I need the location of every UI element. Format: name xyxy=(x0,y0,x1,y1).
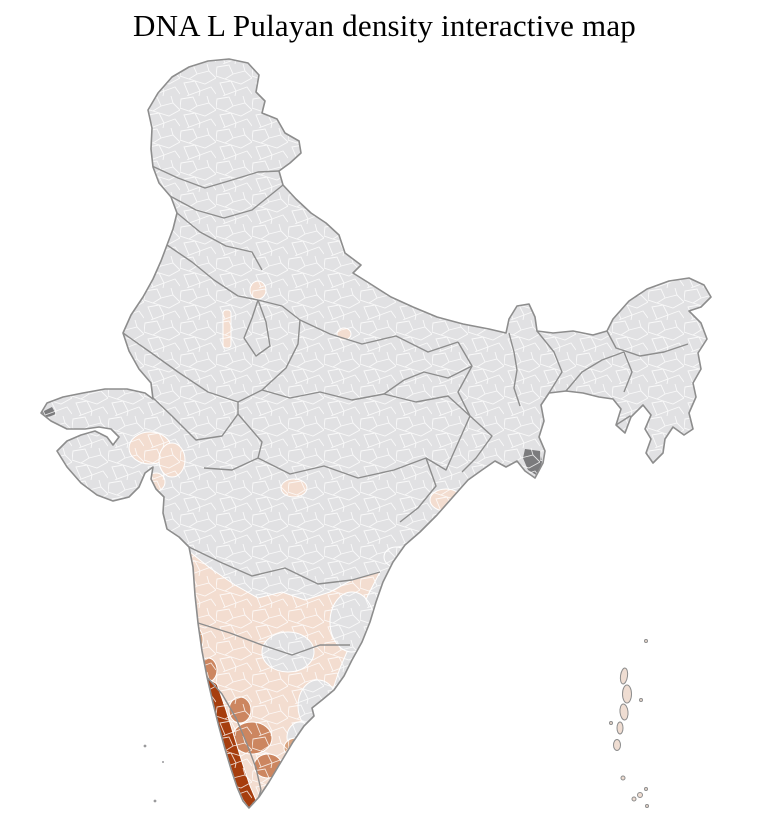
island[interactable] xyxy=(637,792,643,798)
state-borders xyxy=(122,165,689,803)
island[interactable] xyxy=(644,787,648,791)
island[interactable] xyxy=(609,721,613,725)
island[interactable] xyxy=(645,804,649,808)
island[interactable] xyxy=(616,721,624,735)
island[interactable] xyxy=(619,667,629,685)
island[interactable] xyxy=(631,796,637,802)
andaman-islands[interactable] xyxy=(609,639,649,808)
island[interactable] xyxy=(153,799,157,803)
island[interactable] xyxy=(162,761,164,763)
island[interactable] xyxy=(619,703,629,721)
island[interactable] xyxy=(644,639,648,643)
page-title: DNA L Pulayan density interactive map xyxy=(133,8,636,43)
island[interactable] xyxy=(143,744,147,748)
island[interactable] xyxy=(613,739,621,751)
island[interactable] xyxy=(620,775,626,781)
island[interactable] xyxy=(622,684,632,704)
island[interactable] xyxy=(639,698,643,702)
lakshadweep-islands[interactable] xyxy=(143,744,164,803)
